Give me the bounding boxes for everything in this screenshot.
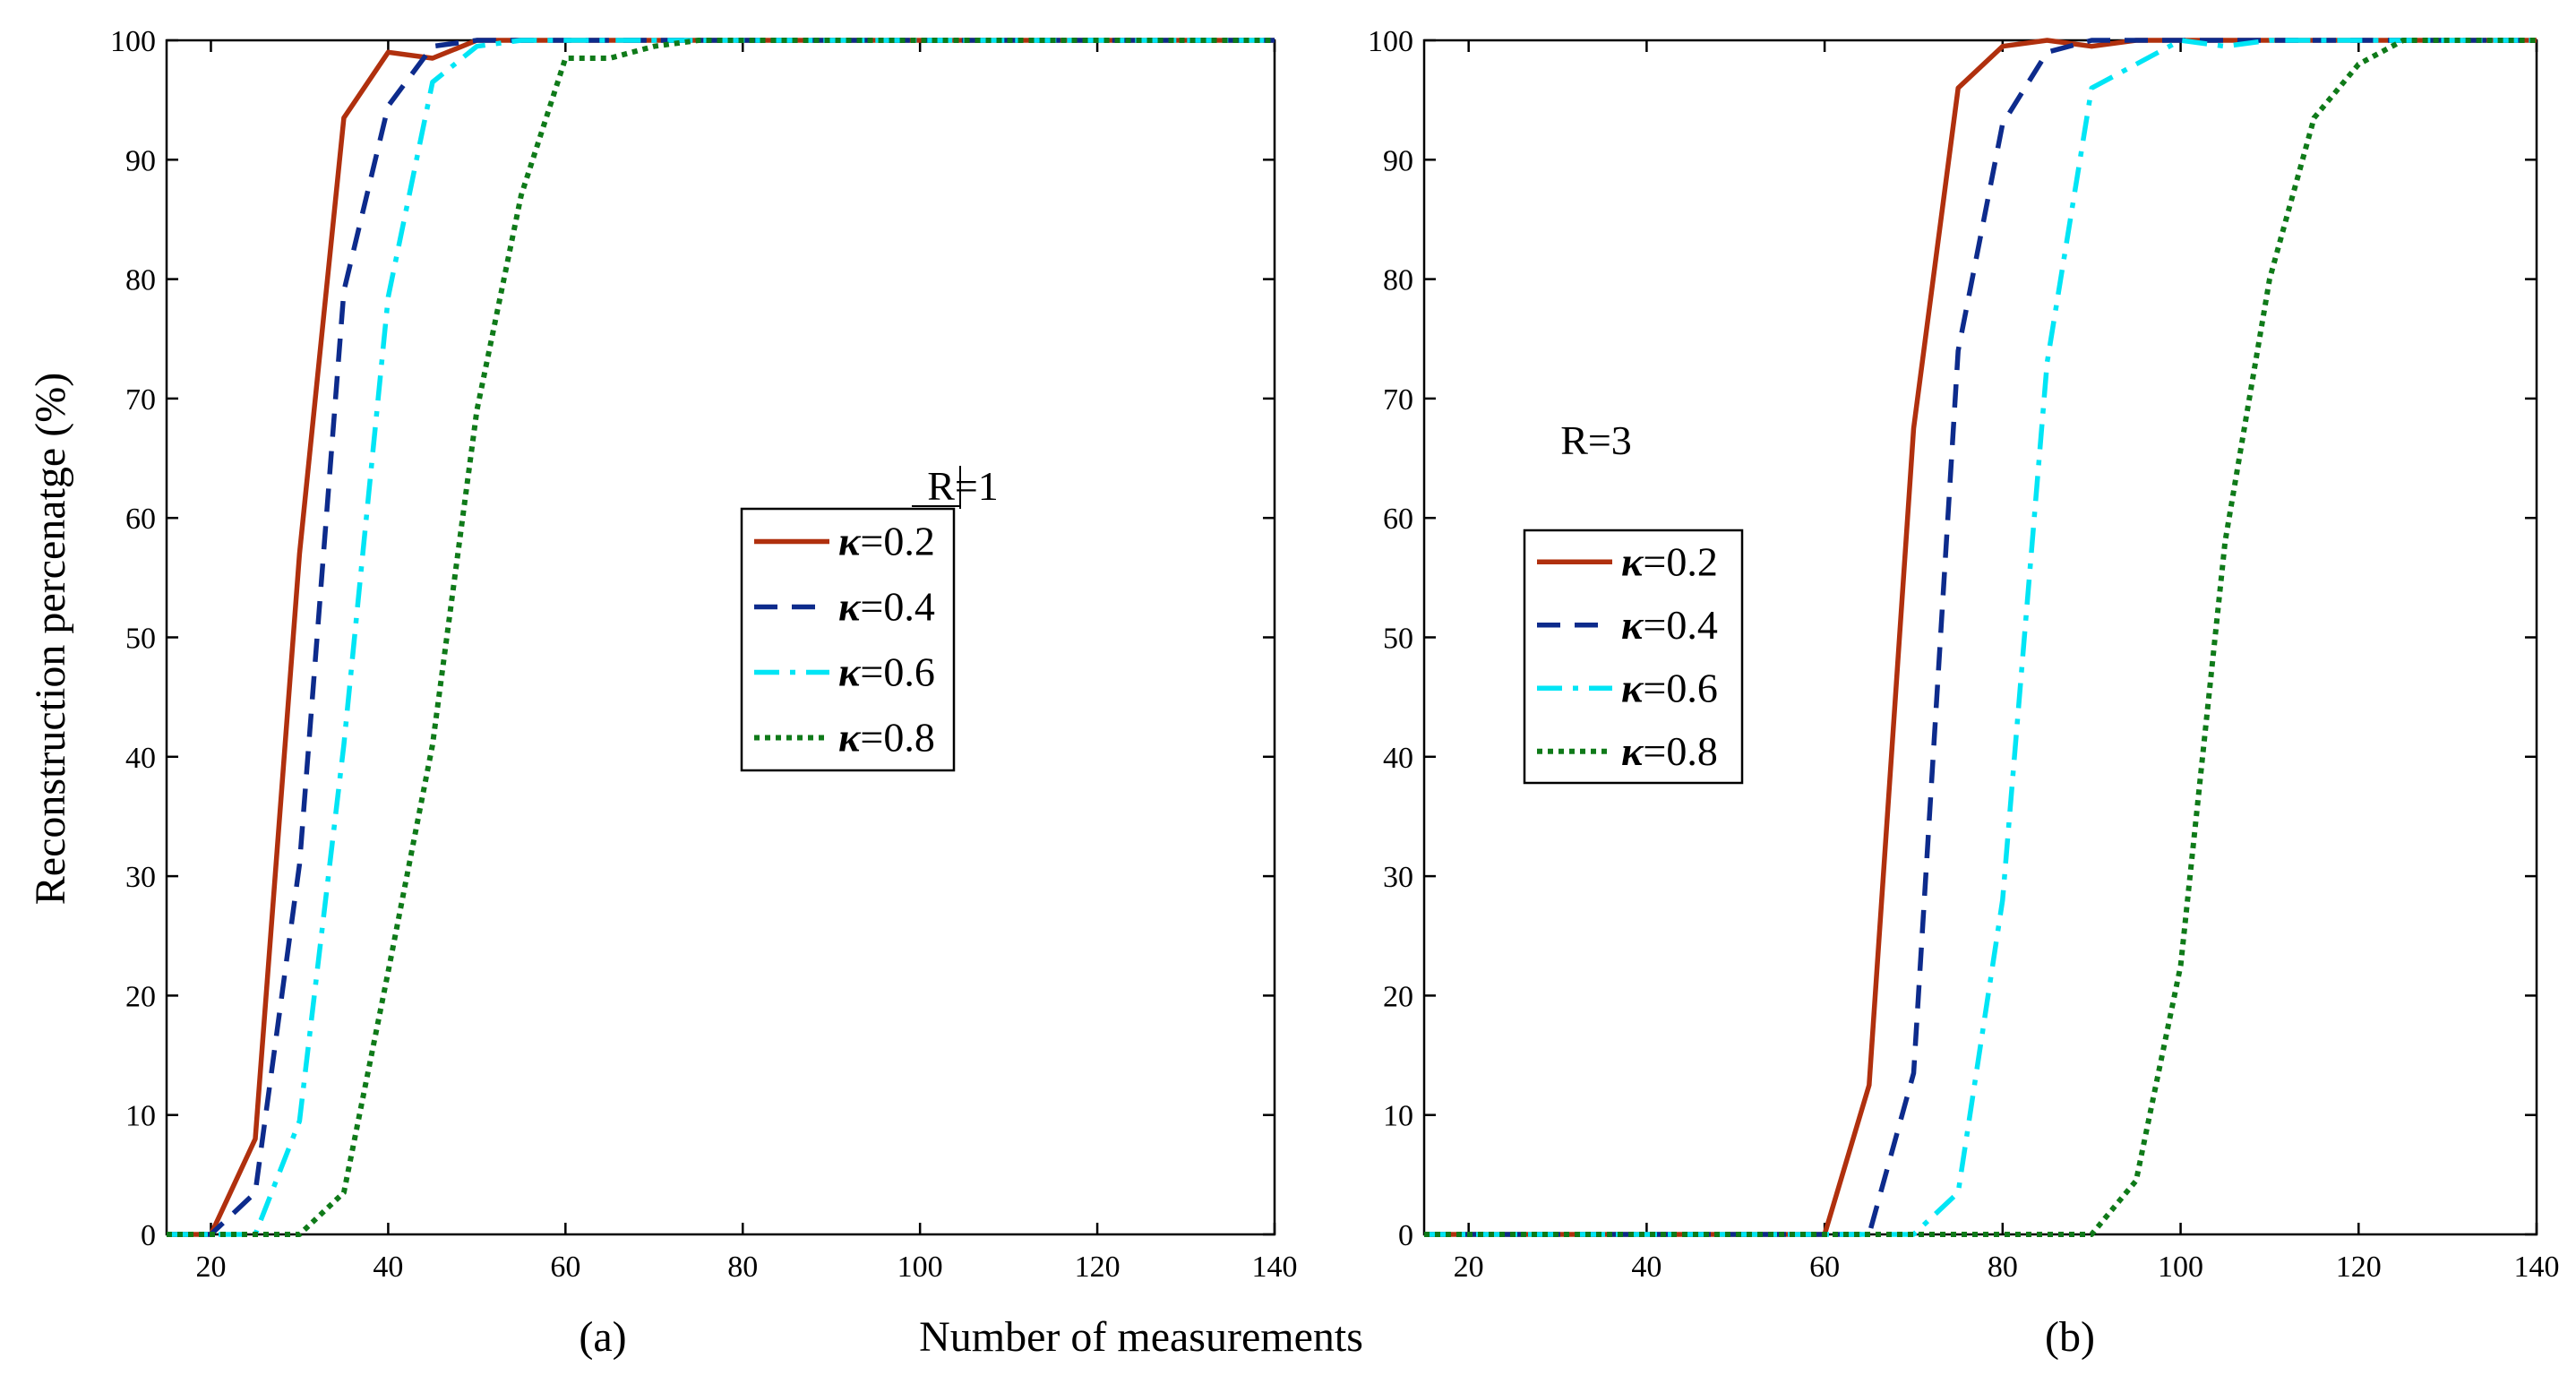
x-tick-label: 80	[1988, 1251, 2018, 1284]
y-axis-label: Reconstruction percenatge (%)	[27, 373, 74, 905]
legend-box	[740, 507, 956, 772]
x-axis-label: Number of measurements	[919, 1313, 1363, 1361]
y-tick-label: 10	[125, 1100, 156, 1133]
legend-value: =0.2	[860, 519, 934, 564]
legend-value: =0.8	[860, 715, 934, 761]
y-tick-label: 30	[125, 861, 156, 894]
y-tick-label: 50	[125, 623, 156, 656]
legend-label: κ=0.2	[1621, 538, 1718, 584]
legend-value: =0.4	[860, 584, 934, 630]
legend-label: κ=0.8	[838, 715, 935, 761]
legend-value: =0.6	[1643, 665, 1717, 710]
x-tick-label: 40	[1631, 1251, 1662, 1284]
y-tick-label: 20	[125, 980, 156, 1013]
legend-value: =0.8	[1643, 728, 1717, 774]
y-tick-label: 100	[110, 25, 156, 58]
y-tick-label: 0	[1398, 1219, 1413, 1252]
x-tick-label: 100	[2158, 1251, 2203, 1284]
x-tick-label: 20	[195, 1251, 226, 1284]
x-tick-label: 20	[1454, 1251, 1484, 1284]
y-tick-label: 40	[1383, 742, 1413, 775]
x-tick-label: 40	[373, 1251, 403, 1284]
kappa-symbol: κ	[1621, 602, 1644, 648]
x-tick-label: 60	[550, 1251, 580, 1284]
y-tick-label: 70	[1383, 383, 1413, 417]
legend-label: κ=0.4	[1621, 602, 1718, 648]
legend-label: κ=0.8	[1621, 728, 1718, 774]
y-tick-label: 90	[125, 144, 156, 177]
legend-label: κ=0.6	[838, 649, 935, 695]
legend-value: =0.4	[1643, 602, 1717, 648]
kappa-symbol: κ	[1621, 728, 1644, 774]
y-tick-label: 90	[1383, 144, 1413, 177]
y-tick-label: 20	[1383, 980, 1413, 1013]
kappa-symbol: κ	[838, 584, 862, 630]
y-tick-label: 80	[1383, 264, 1413, 297]
y-tick-label: 10	[1383, 1100, 1413, 1133]
annotation-r: R=1	[927, 463, 999, 509]
y-tick-label: 80	[125, 264, 156, 297]
legend-label: κ=0.6	[1621, 665, 1718, 710]
chart-panel-a: 0 10 20 30 40 50 60 70 80 90 100 20 40 60 80 100 120 140 R…	[27, 25, 1298, 1361]
chart-panel-b: 0 10 20 30 40 50 60 70 80 90 100 20 40 60 80 100 120 140 R…	[1368, 25, 2560, 1361]
series-line-kappa-06	[1424, 38, 2537, 1237]
kappa-symbol: κ	[838, 649, 862, 695]
subfigure-label: (b)	[2045, 1313, 2095, 1361]
series-line-kappa-08	[1424, 38, 2537, 1237]
legend-value: =0.2	[1643, 538, 1717, 584]
y-tick-label: 70	[125, 383, 156, 417]
x-tick-label: 100	[897, 1251, 943, 1284]
annotation-r: R=3	[1560, 417, 1632, 463]
kappa-symbol: κ	[1621, 665, 1644, 710]
x-tick-label: 60	[1809, 1251, 1840, 1284]
y-tick-label: 30	[1383, 861, 1413, 894]
subfigure-label: (a)	[579, 1313, 626, 1361]
legend-value: =0.6	[860, 649, 934, 695]
x-tick-label: 140	[1252, 1251, 1298, 1284]
kappa-symbol: κ	[838, 519, 862, 564]
y-tick-label: 0	[141, 1219, 156, 1252]
y-tick-label: 50	[1383, 623, 1413, 656]
x-tick-label: 80	[727, 1251, 758, 1284]
kappa-symbol: κ	[1621, 538, 1644, 584]
kappa-symbol: κ	[838, 715, 862, 761]
y-tick-label: 60	[125, 503, 156, 536]
series-line-kappa-08	[167, 38, 1275, 1237]
legend-box	[1523, 529, 1744, 785]
x-tick-label: 140	[2514, 1251, 2560, 1284]
x-tick-label: 120	[1075, 1251, 1121, 1284]
legend-label: κ=0.4	[838, 584, 935, 630]
y-tick-label: 100	[1368, 25, 1413, 58]
y-tick-label: 40	[125, 742, 156, 775]
y-tick-label: 60	[1383, 503, 1413, 536]
legend-label: κ=0.2	[838, 519, 935, 564]
x-tick-label: 120	[2336, 1251, 2382, 1284]
